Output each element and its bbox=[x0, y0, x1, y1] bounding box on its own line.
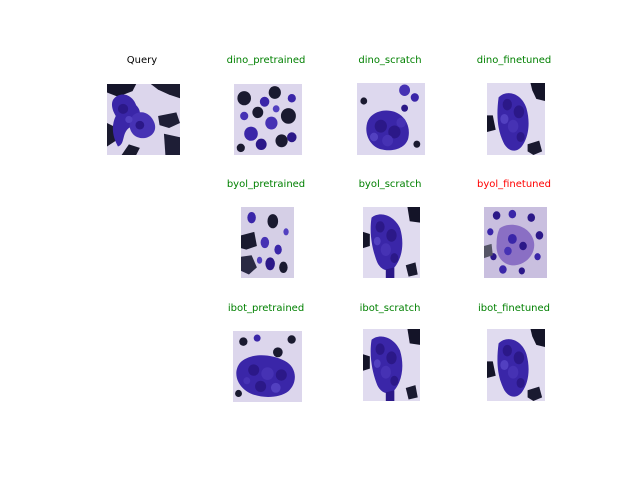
result-image-dino-pretrained bbox=[234, 84, 302, 155]
result-title-ibot-finetuned: ibot_finetuned bbox=[477, 303, 551, 314]
result-title-byol-pretrained: byol_pretrained bbox=[226, 179, 306, 190]
query-title: Query bbox=[126, 55, 158, 66]
result-title-byol-scratch: byol_scratch bbox=[358, 179, 422, 190]
query-image bbox=[107, 84, 180, 155]
result-title-ibot-scratch: ibot_scratch bbox=[359, 303, 421, 314]
result-image-ibot-finetuned bbox=[487, 329, 545, 401]
result-image-ibot-scratch bbox=[363, 329, 420, 401]
result-title-byol-finetuned: byol_finetuned bbox=[476, 179, 552, 190]
result-image-byol-finetuned bbox=[484, 207, 547, 278]
result-image-dino-finetuned bbox=[487, 83, 545, 155]
result-title-dino-finetuned: dino_finetuned bbox=[476, 55, 552, 66]
result-image-byol-pretrained bbox=[241, 207, 294, 278]
result-title-dino-scratch: dino_scratch bbox=[358, 55, 422, 66]
result-image-dino-scratch bbox=[357, 83, 425, 155]
result-image-ibot-pretrained bbox=[233, 331, 302, 402]
result-title-dino-pretrained: dino_pretrained bbox=[226, 55, 306, 66]
result-image-byol-scratch bbox=[363, 207, 420, 278]
result-title-ibot-pretrained: ibot_pretrained bbox=[227, 303, 305, 314]
